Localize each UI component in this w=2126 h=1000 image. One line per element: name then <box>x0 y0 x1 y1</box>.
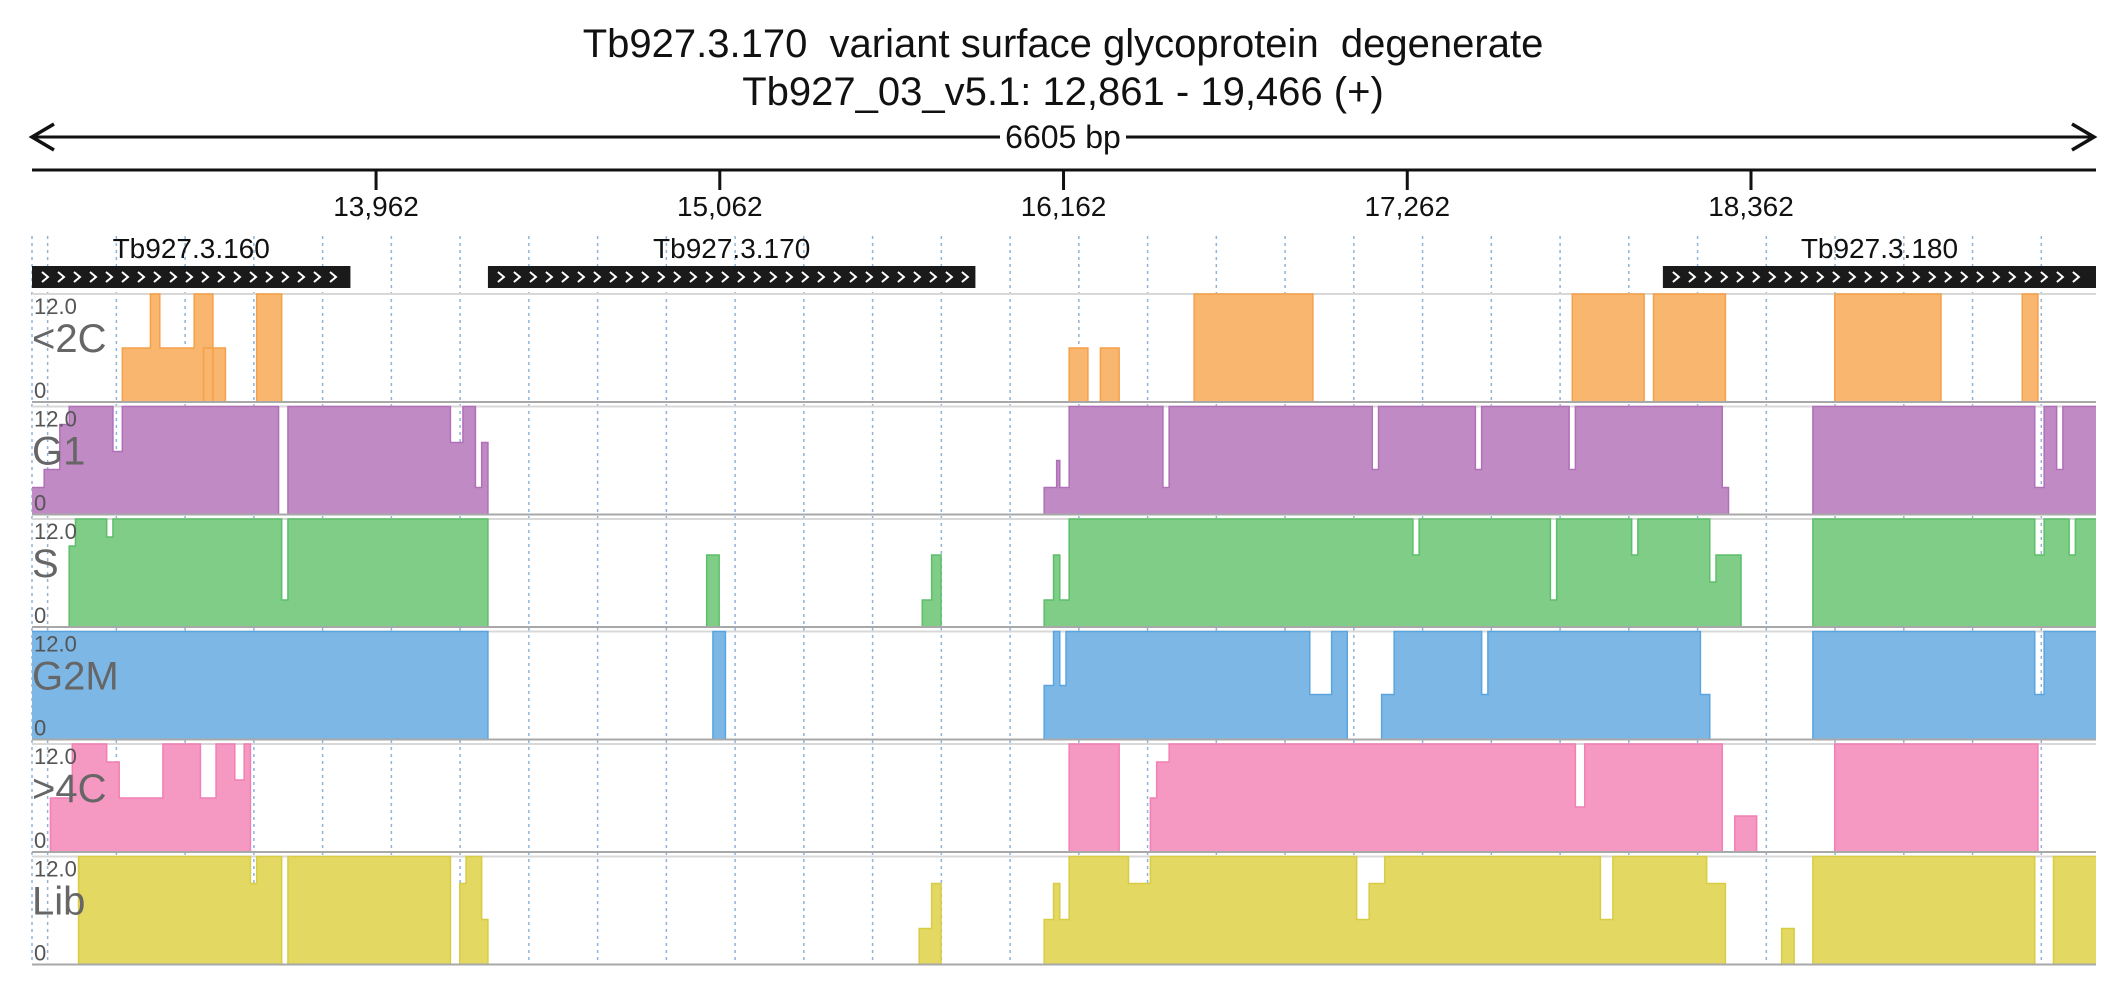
track-name: G1 <box>32 430 85 474</box>
right-arrowhead-icon <box>2071 122 2098 152</box>
y-max-label: 12.0 <box>34 407 77 432</box>
strand-chevrons-icon <box>41 271 338 283</box>
chart-subtitle: Tb927_03_v5.1: 12,861 - 19,466 (+) <box>742 70 1384 114</box>
coverage-area-2 <box>32 519 2096 627</box>
axis-tick-label: 17,262 <box>1364 191 1450 222</box>
y-max-label: 12.0 <box>34 519 77 544</box>
axis-tick-label: 18,362 <box>1708 191 1794 222</box>
coverage-area-4 <box>32 744 2038 852</box>
gene-models: Tb927.3.160 Tb927.3.170 Tb927.3.180 <box>32 233 2096 288</box>
axis-tick-label: 16,162 <box>1021 191 1107 222</box>
axis-ticks: 13,962 15,062 16,162 17,262 18,362 <box>333 170 1794 222</box>
track-name: G2M <box>32 655 119 699</box>
y-min-label: 0 <box>34 378 46 403</box>
title-block: Tb927.3.170 variant surface glycoprotein… <box>0 20 2126 116</box>
strand-chevrons-icon <box>497 271 970 283</box>
span-label: 6605 bp <box>1005 119 1121 155</box>
track-name: Lib <box>32 880 85 924</box>
track-2: 12.0 0 S <box>32 518 2096 628</box>
track-name: <2C <box>32 317 107 361</box>
coverage-area-5 <box>32 856 2096 965</box>
track-1: 12.0 0 G1 <box>32 405 2096 516</box>
gene-label: Tb927.3.160 <box>113 233 270 264</box>
chart-title: Tb927.3.170 variant surface glycoprotein… <box>582 22 1544 66</box>
track-0: 12.0 0 <2C <box>32 293 2096 403</box>
y-max-label: 12.0 <box>34 632 77 657</box>
coverage-tracks: 12.00<2C12.00G112.00S12.00G2M12.00>4C12.… <box>32 293 2096 966</box>
y-min-label: 0 <box>34 491 46 516</box>
y-max-label: 12.0 <box>34 857 77 882</box>
y-min-label: 0 <box>34 828 46 853</box>
track-name: >4C <box>32 767 107 811</box>
y-min-label: 0 <box>34 716 46 741</box>
y-min-label: 0 <box>34 941 46 966</box>
axis-tick-label: 15,062 <box>677 191 763 222</box>
track-4: 12.0 0 >4C <box>32 743 2096 853</box>
gene-bar <box>487 266 976 288</box>
gene-Tb927.3.180[interactable]: Tb927.3.180 <box>1662 233 2096 288</box>
track-name: S <box>32 542 59 586</box>
y-min-label: 0 <box>34 603 46 628</box>
track-5: 12.0 0 Lib <box>32 855 2096 966</box>
coverage-area-1 <box>32 406 2096 515</box>
y-max-label: 12.0 <box>34 744 77 769</box>
left-arrowhead-icon <box>28 122 55 152</box>
span-indicator: 6605 bp <box>28 119 2098 155</box>
gene-label: Tb927.3.180 <box>1801 233 1958 264</box>
strand-chevrons-icon <box>1672 271 2081 283</box>
gene-Tb927.3.170[interactable]: Tb927.3.170 <box>487 233 976 288</box>
gene-label: Tb927.3.170 <box>653 233 810 264</box>
y-max-label: 12.0 <box>34 294 77 319</box>
gene-Tb927.3.160[interactable]: Tb927.3.160 <box>32 233 351 288</box>
gene-bar <box>1662 266 2096 288</box>
axis-tick-label: 13,962 <box>333 191 419 222</box>
track-3: 12.0 0 G2M <box>32 630 2096 741</box>
